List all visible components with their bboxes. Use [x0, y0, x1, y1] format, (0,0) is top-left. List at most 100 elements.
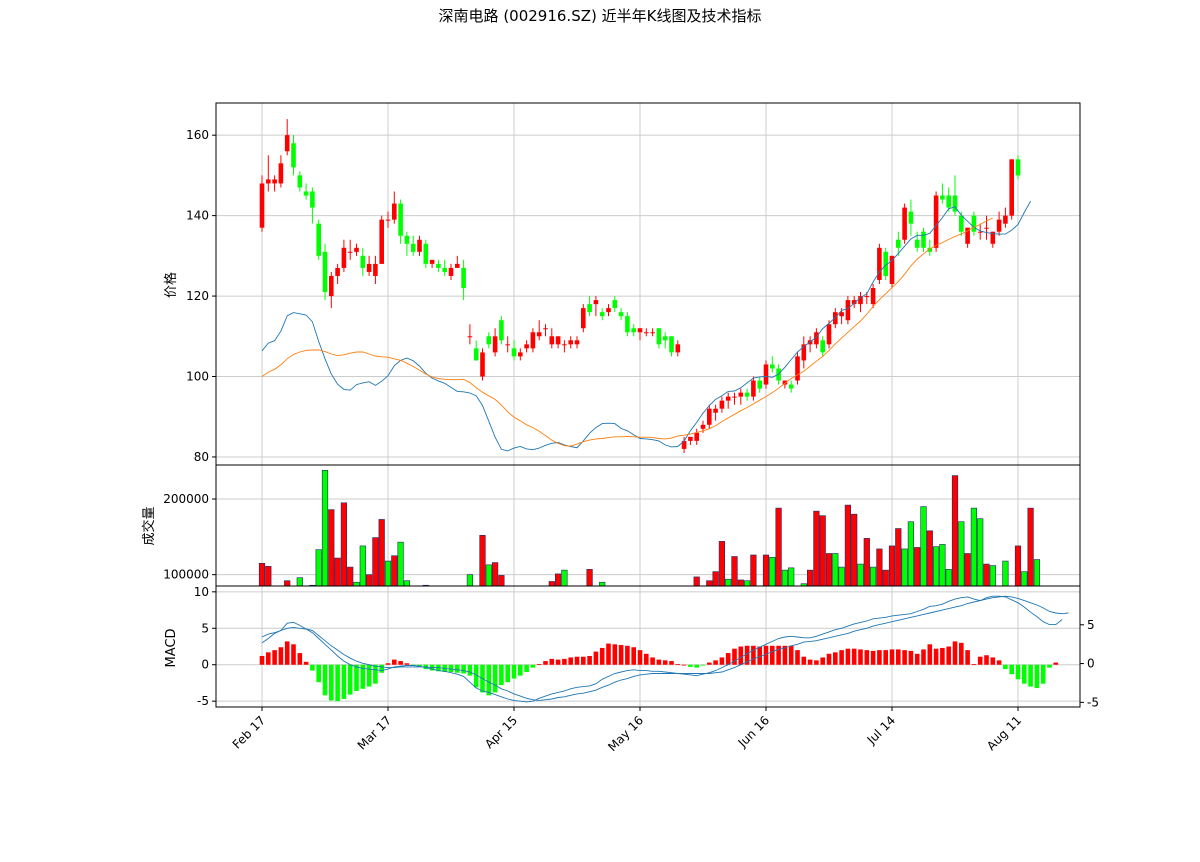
candle-body [291, 143, 296, 168]
candle-body [858, 296, 863, 305]
macd-histogram-bar [914, 653, 920, 665]
volume-bar [832, 553, 839, 587]
candle [455, 255, 460, 268]
ma-short-line [261, 200, 1031, 452]
candle-body [549, 336, 555, 345]
candle [996, 211, 1002, 236]
macd-histogram-bar [719, 657, 725, 665]
candle-body [946, 195, 951, 208]
macd-histogram-bar [946, 646, 951, 665]
macd-histogram-bar [266, 652, 271, 665]
candle-body [448, 267, 454, 276]
candle [763, 360, 769, 389]
candle-body [984, 227, 989, 229]
macd-histogram-bar [833, 652, 838, 665]
macd-histogram-bar [492, 664, 498, 693]
candle-body [467, 336, 473, 338]
y-tick-label: -5 [197, 694, 209, 708]
candle [398, 199, 403, 244]
macd-histogram-bar [751, 645, 756, 665]
volume-bar [693, 576, 700, 587]
macd-histogram-bar [278, 647, 284, 665]
candle [738, 388, 744, 405]
macd-histogram-bar [675, 663, 681, 665]
candle-body [423, 243, 429, 264]
candle-body [933, 195, 939, 248]
candle [373, 255, 378, 284]
candle-body [940, 195, 945, 200]
candle-body [278, 163, 284, 184]
candle-body [599, 312, 605, 317]
volume-bar [1027, 507, 1034, 587]
volume-bar [712, 571, 719, 587]
macd-histogram-bar [889, 649, 895, 665]
volume-bar [851, 513, 858, 587]
candle-body [738, 392, 744, 397]
candle [574, 336, 580, 349]
candle-body [347, 251, 353, 253]
macd-histogram-bar [965, 650, 970, 665]
macd-histogram-bar [896, 649, 901, 665]
candle-body [492, 336, 498, 353]
candle-body [757, 380, 762, 389]
candle [486, 332, 492, 349]
candle-body [801, 344, 807, 361]
right-y-tick-label: 5 [1087, 618, 1095, 632]
candle-body [996, 219, 1002, 232]
y-tick-label: 160 [186, 128, 209, 142]
macd-histogram-bar [996, 660, 1002, 665]
volume-bar [725, 578, 732, 587]
candle-body [959, 215, 964, 232]
macd-histogram-bar [637, 650, 643, 665]
y-tick-label: 10 [194, 585, 209, 599]
candle [461, 259, 466, 301]
candle-body [719, 400, 725, 409]
volume-bar [1002, 560, 1009, 587]
candle-body [763, 364, 769, 385]
macd-histogram-bar [757, 646, 762, 665]
volume-bar [258, 563, 266, 587]
candle-body [612, 300, 618, 309]
candle-body [851, 300, 857, 305]
volume-bar [391, 555, 398, 587]
macd-histogram-bar [448, 664, 454, 673]
macd-histogram-bar [284, 641, 290, 665]
volume-bar [762, 554, 770, 587]
candle-body [543, 328, 548, 330]
volume-bar [466, 574, 474, 587]
candle [940, 183, 945, 204]
candle-body [650, 332, 655, 334]
volume-bar [964, 553, 971, 587]
candle-body [713, 408, 718, 413]
candle [656, 328, 662, 349]
macd-histogram-bar [618, 645, 624, 665]
macd-histogram-bar [908, 650, 914, 665]
candle [782, 380, 788, 389]
panel-frames [215, 102, 1081, 708]
candle [984, 215, 989, 240]
candle [599, 308, 605, 321]
candle [392, 191, 397, 224]
volume-bar [825, 553, 833, 587]
candle-body [410, 243, 416, 252]
volume-bar [599, 581, 606, 587]
candle [637, 328, 643, 341]
candle [429, 259, 435, 268]
macd-histogram-bar [681, 664, 687, 666]
candle [688, 436, 693, 445]
macd-histogram-bar [656, 659, 662, 665]
macd-histogram-bar [379, 664, 384, 673]
candle [612, 296, 618, 313]
volume-bar [932, 546, 940, 587]
candle [354, 243, 359, 256]
candle [814, 328, 819, 349]
volume-bar [403, 580, 411, 587]
macd-histogram-bar [505, 664, 510, 683]
price-axis-label: 价格 [163, 272, 179, 298]
macd-histogram-bar [732, 648, 737, 665]
candle [417, 235, 422, 256]
candle [757, 376, 762, 393]
candle-body [902, 207, 907, 240]
macd-histogram-bar [1003, 664, 1008, 670]
volume-bar [876, 548, 883, 587]
